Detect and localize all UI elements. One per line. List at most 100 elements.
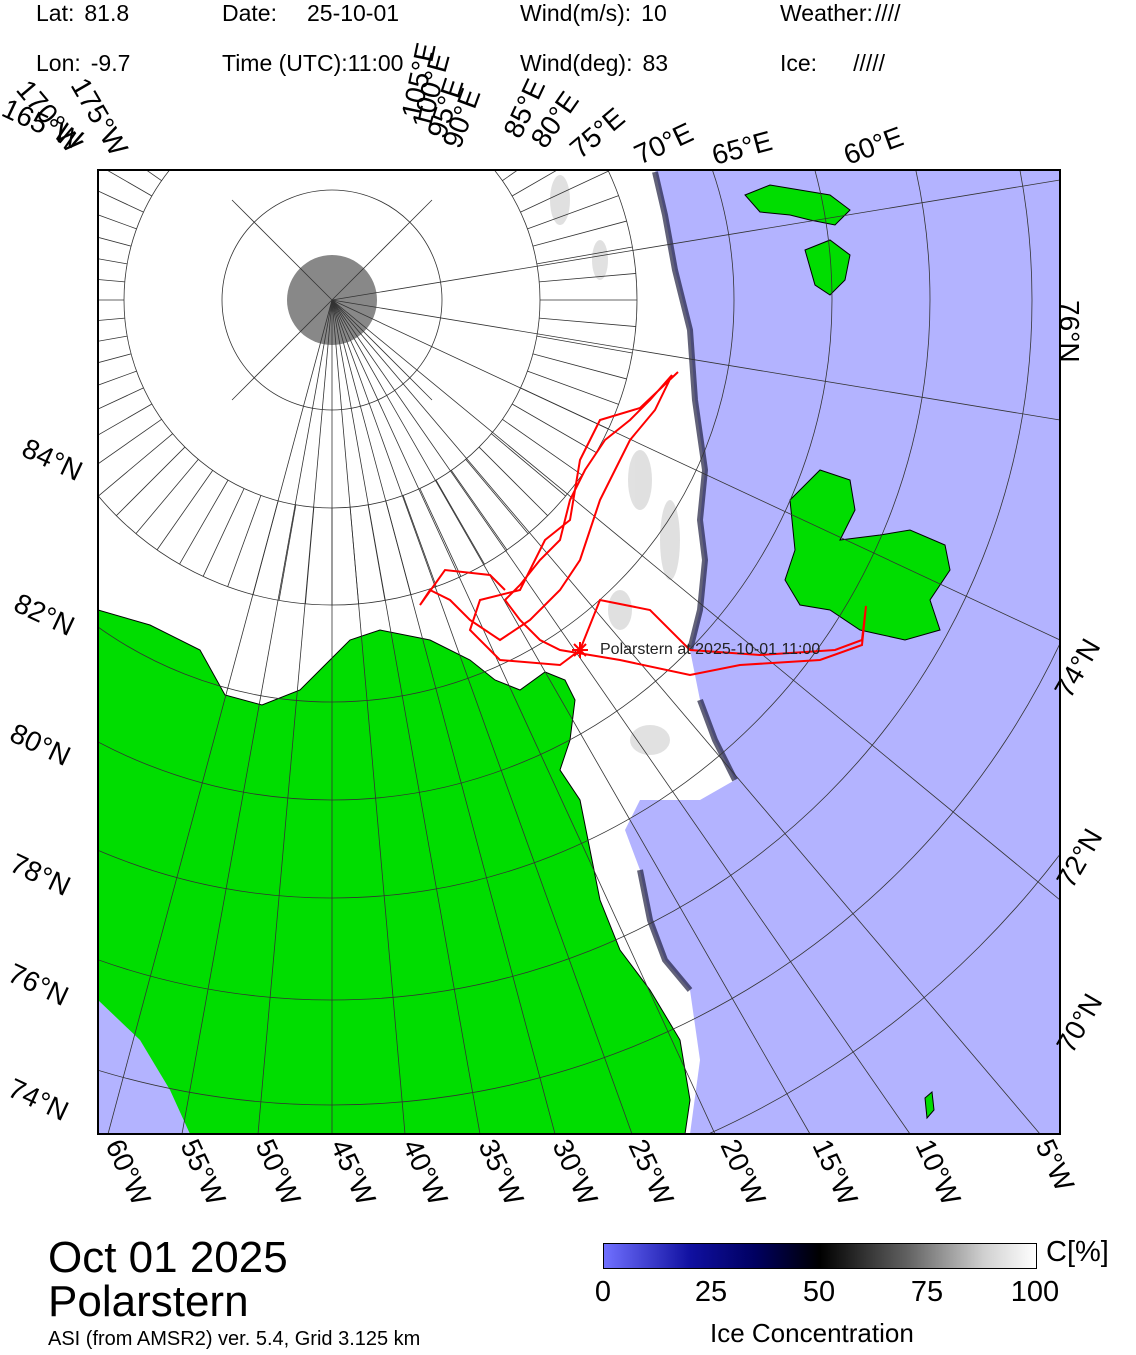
meridian-tick bbox=[202, 488, 245, 577]
colorbar bbox=[603, 1243, 1037, 1269]
meridian-tick bbox=[502, 170, 519, 182]
longitude-label: 40°W bbox=[397, 1134, 454, 1210]
meridian-tick bbox=[98, 370, 137, 386]
map-date-title: Oct 01 2025 bbox=[48, 1233, 288, 1282]
meridian-line bbox=[331, 299, 633, 1134]
meridian-tick bbox=[368, 0, 385, 95]
meridian-line bbox=[331, 299, 716, 1134]
meridian-tick bbox=[305, 0, 313, 93]
meridian-tick bbox=[98, 236, 132, 247]
colorbar-tick: 100 bbox=[1010, 1276, 1060, 1308]
meridian-line bbox=[331, 299, 811, 1134]
meridian-line bbox=[331, 299, 556, 1134]
lon-readout: Lon: -9.7 bbox=[36, 50, 131, 76]
longitude-label: 60°W bbox=[100, 1134, 157, 1210]
meridian-tick bbox=[135, 459, 199, 534]
meridian-line bbox=[331, 299, 1060, 421]
meridian-tick bbox=[511, 403, 597, 453]
longitude-label: 15°W bbox=[807, 1134, 864, 1210]
ice-texture bbox=[550, 175, 680, 755]
meridian-tick bbox=[98, 433, 173, 497]
longitude-label: 20°W bbox=[715, 1134, 772, 1210]
meridian-tick bbox=[305, 507, 315, 604]
meridian-tick bbox=[227, 495, 262, 587]
meridian-tick bbox=[385, 500, 412, 595]
lat-readout: Lat: 81.8 bbox=[36, 0, 130, 26]
meridian-tick bbox=[98, 214, 137, 230]
meridian-tick bbox=[536, 246, 633, 265]
meridian-tick bbox=[520, 387, 609, 430]
small-island bbox=[924, 1091, 935, 1120]
colorbar-tick: 25 bbox=[694, 1276, 728, 1308]
meridian-tick bbox=[350, 0, 358, 93]
latitude-label: 84°N bbox=[17, 432, 87, 487]
meridian-line bbox=[181, 299, 333, 1134]
longitude-label: 10°W bbox=[910, 1134, 967, 1210]
latitude-label: 82°N bbox=[9, 587, 79, 642]
meridian-tick bbox=[278, 504, 297, 601]
meridian-tick bbox=[98, 387, 144, 410]
meridian-tick bbox=[478, 446, 548, 516]
franz-josef-land-east bbox=[804, 239, 851, 296]
meridian-tick bbox=[539, 317, 636, 327]
franz-josef-land bbox=[744, 184, 851, 226]
meridian-tick bbox=[203, 24, 244, 112]
meridian-line bbox=[107, 299, 333, 1134]
greenland-land bbox=[98, 609, 691, 1134]
time-readout: Time (UTC):11:00 bbox=[222, 50, 404, 76]
meridian-tick bbox=[145, 170, 162, 182]
graticule bbox=[98, 0, 1060, 1134]
meridian-tick bbox=[136, 66, 198, 140]
longitude-label: 35°W bbox=[473, 1134, 530, 1210]
meridian-tick bbox=[98, 279, 125, 283]
meridian-line bbox=[331, 299, 406, 1134]
longitude-label: 50°W bbox=[250, 1134, 307, 1210]
latitude-label: 78°N bbox=[5, 847, 75, 902]
meridian-line bbox=[231, 299, 333, 401]
meridian-tick bbox=[98, 190, 144, 213]
meridian-tick bbox=[465, 459, 529, 534]
meridian-line bbox=[331, 299, 481, 1134]
latitude-label: 76°N bbox=[1054, 300, 1085, 363]
vessel-title: Polarstern bbox=[48, 1277, 249, 1326]
longitude-label: 45°W bbox=[325, 1134, 382, 1210]
meridian-tick bbox=[180, 36, 229, 120]
date-readout: Date: 25-10-01 bbox=[222, 0, 400, 26]
meridian-line bbox=[331, 299, 433, 401]
meridian-line bbox=[231, 199, 333, 301]
meridian-line bbox=[331, 179, 1060, 301]
meridian-tick bbox=[419, 488, 462, 577]
meridian-line bbox=[257, 299, 333, 1134]
meridian-tick bbox=[527, 195, 619, 230]
ice-concentration-map: Polarstern at 2025-10-01 11:00 60°W 55°W 5… bbox=[0, 0, 1108, 1210]
meridian-tick bbox=[106, 170, 153, 197]
meridian-tick bbox=[98, 353, 132, 364]
meridian-tick bbox=[98, 335, 128, 342]
colorbar-tick: 50 bbox=[802, 1276, 836, 1308]
meridian-tick bbox=[253, 5, 278, 99]
colorbar-tick: 75 bbox=[910, 1276, 944, 1308]
meridian-tick bbox=[116, 446, 186, 516]
meridian-tick bbox=[157, 50, 213, 129]
longitude-label: 55°W bbox=[175, 1134, 232, 1210]
longitude-label: 5°W bbox=[1030, 1134, 1081, 1196]
meridian-tick bbox=[367, 504, 386, 601]
wind-speed-readout: Wind(m/s): 10 bbox=[520, 0, 667, 26]
ship-track bbox=[419, 371, 867, 677]
longitude-label: 30°W bbox=[547, 1134, 604, 1210]
meridian-line bbox=[331, 299, 911, 1134]
meridian-tick bbox=[532, 353, 627, 380]
latitude-label: 80°N bbox=[5, 717, 75, 772]
map-frame bbox=[97, 169, 1061, 1135]
meridian-line bbox=[331, 299, 1060, 901]
meridian-tick bbox=[156, 470, 214, 551]
latitude-label: 74°N bbox=[3, 1072, 73, 1127]
colorbar-tick: 0 bbox=[594, 1276, 612, 1308]
meridian-line bbox=[331, 299, 1041, 1134]
colorbar-title: Ice Concentration bbox=[710, 1318, 914, 1348]
product-description: ASI (from AMSR2) ver. 5.4, Grid 3.125 km bbox=[48, 1328, 421, 1350]
longitude-label: 60°E bbox=[839, 121, 907, 171]
meridian-tick bbox=[98, 317, 125, 321]
meridian-tick bbox=[450, 470, 508, 551]
svalbard-land bbox=[784, 469, 951, 641]
